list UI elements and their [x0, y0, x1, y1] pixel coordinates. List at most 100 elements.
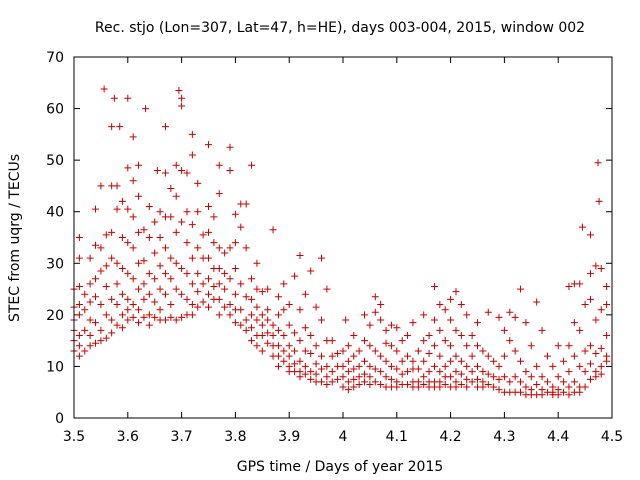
data-point-marker — [366, 380, 374, 388]
data-point-marker — [161, 169, 169, 177]
data-point-marker — [436, 368, 444, 376]
data-point-marker — [215, 295, 223, 303]
data-point-marker — [361, 337, 369, 345]
data-point-marker — [156, 208, 164, 216]
data-point-marker — [430, 362, 438, 370]
data-point-marker — [457, 370, 465, 378]
data-point-marker — [86, 254, 94, 262]
data-point-marker — [382, 326, 390, 334]
data-point-marker — [135, 259, 143, 267]
data-point-marker — [603, 331, 611, 339]
data-point-marker — [366, 362, 374, 370]
data-point-marker — [183, 295, 191, 303]
data-point-marker — [317, 352, 325, 360]
data-point-marker — [140, 257, 148, 265]
data-point-marker — [371, 365, 379, 373]
data-point-marker — [452, 326, 460, 334]
data-point-marker — [231, 290, 239, 298]
data-point-marker — [500, 352, 508, 360]
data-point-marker — [205, 203, 212, 211]
data-point-marker — [92, 339, 100, 347]
data-point-marker — [237, 321, 245, 329]
data-point-marker — [221, 249, 229, 257]
data-point-marker — [506, 308, 514, 316]
data-point-marker — [75, 301, 83, 309]
x-tick-label: 4 — [339, 429, 348, 445]
y-tick-label: 70 — [46, 50, 64, 66]
data-point-marker — [506, 337, 514, 345]
data-point-marker — [226, 275, 234, 283]
data-point-marker — [344, 386, 352, 394]
data-point-marker — [586, 342, 594, 350]
data-point-marker — [586, 231, 594, 239]
y-tick-label: 10 — [46, 359, 64, 375]
y-tick-label: 20 — [46, 308, 64, 324]
data-point-marker — [81, 306, 89, 314]
data-point-marker — [226, 143, 234, 151]
data-point-marker — [597, 264, 605, 272]
data-point-marker — [377, 301, 385, 309]
data-point-marker — [457, 301, 465, 309]
data-point-marker — [371, 293, 379, 301]
data-point-marker — [592, 373, 600, 381]
data-point-marker — [81, 326, 89, 334]
data-point-marker — [527, 342, 535, 350]
data-point-marker — [172, 259, 180, 267]
data-point-marker — [178, 290, 186, 298]
data-point-marker — [113, 259, 121, 267]
data-point-marker — [135, 228, 143, 236]
data-point-marker — [317, 254, 325, 262]
data-point-marker — [92, 241, 100, 249]
data-point-marker — [75, 331, 83, 339]
x-tick-label: 3.6 — [117, 429, 139, 445]
data-point-marker — [124, 316, 132, 324]
data-point-marker — [597, 362, 605, 370]
data-point-marker — [215, 264, 223, 272]
data-point-marker — [409, 319, 417, 327]
data-point-marker — [296, 373, 304, 381]
data-point-marker — [576, 280, 584, 288]
data-point-marker — [565, 383, 573, 391]
data-point-marker — [172, 285, 180, 293]
x-tick-label: 3.8 — [224, 429, 246, 445]
data-point-marker — [457, 357, 465, 365]
data-point-marker — [194, 288, 202, 296]
x-tick-label: 4.4 — [547, 429, 569, 445]
data-point-marker — [172, 192, 180, 200]
data-point-marker — [205, 290, 212, 298]
data-point-marker — [226, 166, 234, 174]
data-point-marker — [113, 280, 121, 288]
data-point-marker — [215, 280, 223, 288]
data-point-marker — [425, 331, 433, 339]
data-point-marker — [350, 331, 358, 339]
data-point-marker — [124, 270, 132, 278]
data-point-marker — [108, 228, 116, 236]
data-point-marker — [430, 342, 438, 350]
data-point-marker — [274, 311, 282, 319]
data-point-marker — [409, 357, 417, 365]
data-point-marker — [350, 375, 358, 383]
data-point-marker — [253, 303, 261, 311]
x-tick-label: 4.1 — [386, 429, 408, 445]
data-point-marker — [167, 213, 175, 221]
data-point-marker — [253, 316, 261, 324]
data-point-marker — [140, 313, 148, 321]
data-point-marker — [377, 380, 385, 388]
data-point-marker — [140, 226, 148, 234]
data-point-marker — [75, 352, 83, 360]
data-point-marker — [285, 301, 293, 309]
data-point-marker — [194, 208, 202, 216]
data-point-marker — [592, 350, 600, 358]
data-point-marker — [285, 352, 293, 360]
data-point-marker — [124, 239, 132, 247]
data-point-marker — [129, 133, 137, 141]
data-point-marker — [161, 290, 169, 298]
data-point-marker — [280, 306, 288, 314]
plot-frame — [73, 56, 613, 419]
data-point-marker — [264, 316, 272, 324]
data-point-marker — [344, 368, 352, 376]
data-point-marker — [323, 285, 331, 293]
data-point-marker — [97, 244, 105, 252]
data-point-marker — [404, 368, 412, 376]
data-point-marker — [355, 373, 363, 381]
